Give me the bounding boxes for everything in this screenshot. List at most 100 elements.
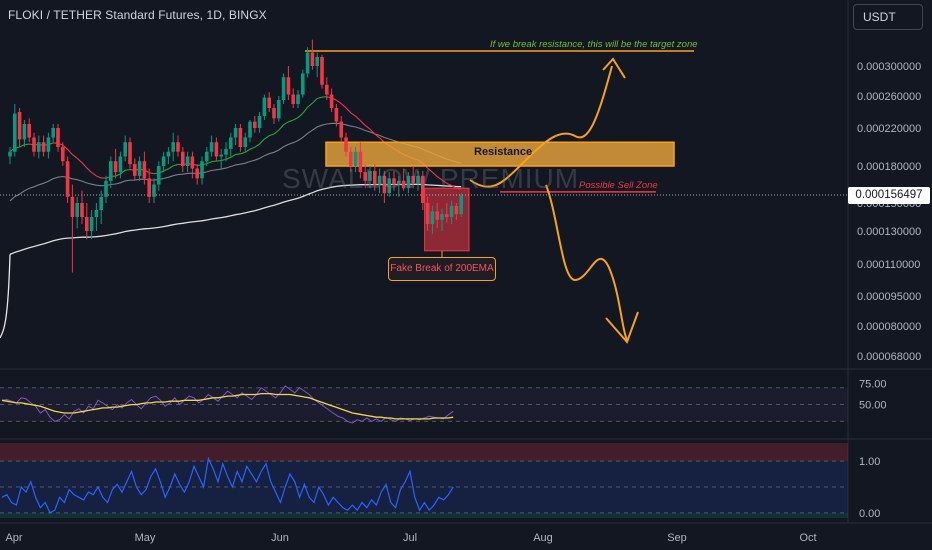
candle-body (238, 128, 243, 147)
candle-body (248, 121, 252, 138)
candle (70, 184, 75, 273)
candle (75, 196, 79, 229)
candle-body (219, 154, 223, 157)
bearish-arrow-head (605, 311, 639, 344)
candle (137, 156, 142, 181)
ema-fast-segment (288, 119, 294, 123)
candle-body (430, 211, 435, 224)
ema-fast-segment (369, 128, 376, 135)
resistance-label: Resistance (474, 146, 533, 158)
candle-body (286, 77, 291, 95)
candle-body (104, 180, 108, 197)
candle (363, 164, 367, 189)
candle-body (421, 175, 425, 203)
candle-body (344, 137, 348, 152)
candle-body (157, 166, 161, 185)
candle-body (454, 205, 459, 215)
candle (353, 147, 358, 173)
ema-fast-segment (96, 175, 102, 179)
candle-body (142, 161, 147, 179)
candle-body (262, 97, 267, 116)
candle-body (272, 108, 276, 119)
ema-fast-segment (302, 106, 309, 114)
candle (277, 96, 281, 122)
candle (440, 208, 444, 231)
target-zone-note: If we break resistance, this will be the… (490, 39, 698, 50)
time-tick-label: Oct (799, 532, 816, 544)
candle (358, 142, 363, 179)
candle (80, 190, 84, 224)
candle-body (445, 214, 449, 217)
candle (152, 178, 156, 203)
ema-fast-segment (244, 148, 251, 153)
candle-body (277, 100, 281, 119)
candle (51, 124, 55, 143)
candle-body (27, 124, 31, 138)
candle-body (65, 161, 70, 197)
candle-body (32, 137, 36, 152)
candle (46, 132, 51, 159)
ema-fast-segment (432, 171, 438, 177)
ema-fast-segment (360, 120, 366, 126)
candle (349, 147, 353, 173)
candle-body (13, 113, 17, 152)
candle (195, 164, 199, 185)
time-tick-label: May (135, 532, 156, 544)
candle-body (214, 142, 219, 157)
candle (27, 118, 31, 143)
candle (286, 66, 291, 100)
ema-fast-segment (115, 173, 121, 177)
sell-zone-note: Possible Sell Zone (579, 180, 658, 191)
price-tick-label: 0.000260000 (857, 91, 921, 103)
candle-body (425, 203, 430, 224)
candle (17, 108, 22, 147)
candle-body (8, 151, 12, 157)
candle-body (128, 142, 132, 165)
candle (329, 88, 334, 112)
candle-body (416, 175, 420, 184)
candle-body (291, 94, 295, 104)
ema-200-tail (0, 254, 11, 339)
time-tick-label: Jul (403, 532, 417, 544)
candle (272, 104, 276, 124)
candle-body (94, 210, 99, 217)
ema-fast-segment (259, 138, 265, 145)
candle (200, 156, 204, 185)
candle-body (243, 137, 247, 147)
candle (454, 203, 459, 220)
ema-fast-segment (336, 99, 342, 105)
ema-fast-segment (168, 165, 174, 170)
stoch-k-line (1, 456, 454, 514)
candle (142, 151, 147, 185)
candle (8, 147, 12, 165)
candle (171, 132, 175, 162)
stoch-oversold-band (0, 512, 848, 518)
candle (166, 147, 171, 165)
ema-fast-segment (451, 184, 457, 189)
candle (344, 132, 348, 157)
candle-body (161, 156, 166, 166)
candle-body (315, 57, 319, 66)
candle (459, 193, 463, 217)
price-tick-label: 0.000068000 (857, 351, 921, 363)
candle (257, 112, 262, 133)
candle-body (171, 142, 175, 152)
ema-fast-segment (67, 148, 73, 155)
rsi-line (1, 385, 454, 424)
candle-body (195, 168, 199, 179)
candle-body (37, 142, 41, 152)
candle (320, 54, 324, 89)
time-tick-label: Aug (533, 532, 553, 544)
stoch-overbought-band (0, 443, 848, 462)
candle (214, 137, 219, 162)
candle-body (440, 214, 444, 220)
candle-body (253, 121, 257, 128)
candle-body (224, 148, 228, 155)
candle (267, 92, 271, 112)
currency-button[interactable]: USDT (853, 4, 923, 30)
ema-fast-segment (225, 156, 232, 160)
ema-fast-segment (312, 98, 318, 104)
candle (133, 158, 137, 181)
candle-body (325, 84, 329, 95)
